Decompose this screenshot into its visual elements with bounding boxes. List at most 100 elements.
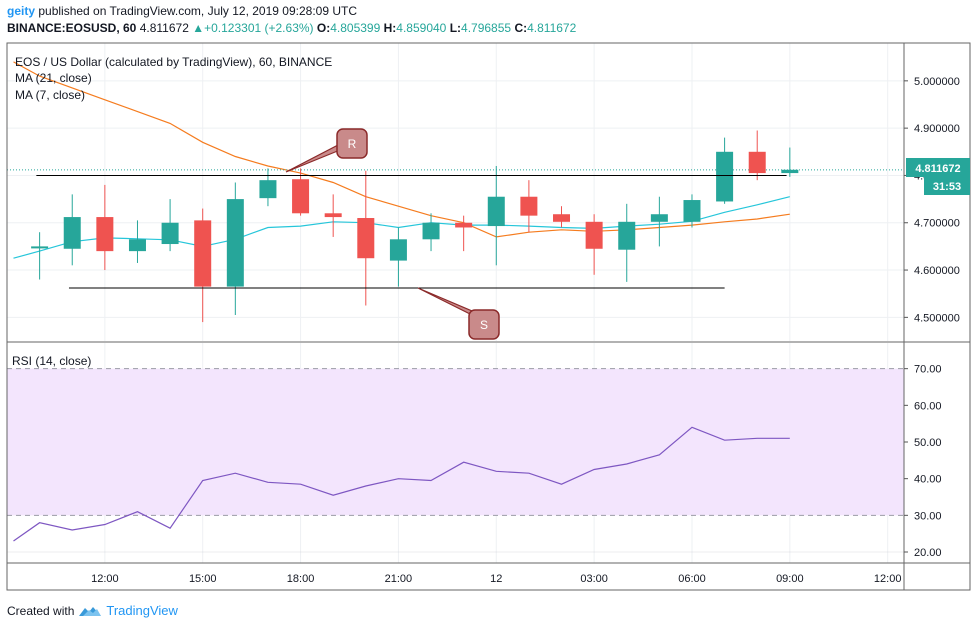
rsi-layer xyxy=(13,426,790,542)
candle-body xyxy=(748,151,766,174)
candle-body xyxy=(324,213,342,218)
candle[interactable] xyxy=(520,180,538,233)
candle[interactable] xyxy=(683,194,701,228)
price-tag-value: 4.811672 xyxy=(915,163,960,175)
candle[interactable] xyxy=(781,147,799,177)
x-tick-label: 21:00 xyxy=(385,573,413,585)
candle[interactable] xyxy=(487,165,505,266)
support-resistance-layer xyxy=(36,143,787,318)
candle[interactable] xyxy=(324,194,342,237)
ma7-legend: MA (7, close) xyxy=(15,88,85,102)
x-tick-label: 12:00 xyxy=(874,573,902,585)
change-value: +0.123301 (+2.63%) xyxy=(204,21,314,35)
candle-body xyxy=(357,218,375,259)
candle-body xyxy=(781,169,799,174)
published-text: published on TradingView.com, July 12, 2… xyxy=(35,4,357,18)
x-tick-label: 12 xyxy=(490,573,502,585)
candle-body xyxy=(259,180,277,199)
candle[interactable] xyxy=(96,184,114,271)
price-tick-label: 4.700000 xyxy=(914,218,960,230)
x-tick-label: 09:00 xyxy=(776,573,804,585)
support-pointer xyxy=(417,287,476,318)
rsi-tick-label: 60.00 xyxy=(914,400,942,412)
up-arrow-icon: ▲ xyxy=(192,21,205,35)
open-value: 4.805399 xyxy=(330,21,381,35)
price-tick-label: 5.000000 xyxy=(914,76,960,88)
footer: Created with TradingView xyxy=(7,603,178,618)
candle-body xyxy=(161,222,179,245)
rsi-tick-label: 70.00 xyxy=(914,364,942,376)
candle[interactable] xyxy=(63,194,81,266)
close-value: 4.811672 xyxy=(527,21,577,35)
candle-body xyxy=(585,221,603,249)
candle[interactable] xyxy=(553,206,571,228)
price-tick-label: 4.600000 xyxy=(914,265,960,277)
ma21-line xyxy=(13,61,790,238)
publish-info: geity published on TradingView.com, July… xyxy=(7,4,357,18)
close-label: C: xyxy=(514,21,528,35)
tradingview-brand[interactable]: TradingView xyxy=(106,603,178,618)
candle[interactable] xyxy=(389,227,407,287)
candle[interactable] xyxy=(226,182,244,315)
candle-body xyxy=(422,222,440,240)
price-tick-label: 4.500000 xyxy=(914,312,960,324)
candle[interactable] xyxy=(422,213,440,252)
candle[interactable] xyxy=(161,199,179,252)
rsi-tick-label: 50.00 xyxy=(914,437,942,449)
rsi-line xyxy=(13,426,790,542)
rsi-tick-label: 30.00 xyxy=(914,510,942,522)
candle[interactable] xyxy=(259,168,277,207)
resistance-label[interactable]: R xyxy=(336,128,368,159)
ma21-layer xyxy=(13,61,790,238)
high-value: 4.859040 xyxy=(396,21,447,35)
resistance-pointer xyxy=(285,143,341,173)
x-tick-label: 03:00 xyxy=(580,573,608,585)
pane-frames xyxy=(6,42,971,591)
candle-body xyxy=(520,196,538,216)
candle[interactable] xyxy=(194,208,212,323)
x-tick-label: 12:00 xyxy=(91,573,119,585)
candle-body xyxy=(716,151,734,202)
created-with-text: Created with xyxy=(7,603,75,618)
candle[interactable] xyxy=(128,220,146,263)
rsi-band-fill xyxy=(7,368,904,516)
candle[interactable] xyxy=(618,203,636,282)
candle[interactable] xyxy=(31,232,49,280)
ma21-legend: MA (21, close) xyxy=(15,71,92,85)
rsi-band xyxy=(7,368,904,516)
rsi-tick-label: 40.00 xyxy=(914,474,942,486)
candle[interactable] xyxy=(357,170,375,306)
candles-layer xyxy=(31,130,799,323)
candle-body xyxy=(683,200,701,222)
author-link[interactable]: geity xyxy=(7,4,36,18)
candle-body xyxy=(31,246,49,249)
candle[interactable] xyxy=(716,137,734,204)
countdown-box xyxy=(924,177,970,195)
ohlc-line: BINANCE:EOSUSD, 60 4.811672 ▲+0.123301 (… xyxy=(7,21,576,35)
countdown-value: 31:53 xyxy=(933,181,961,193)
candle[interactable] xyxy=(650,196,668,247)
low-value: 4.796855 xyxy=(461,21,512,35)
support-label[interactable]: S xyxy=(468,309,500,340)
resistance-label-text: R xyxy=(348,137,357,151)
support-label-text: S xyxy=(480,318,488,332)
x-tick-label: 06:00 xyxy=(678,573,706,585)
price-tag: 4.811672 31:53 xyxy=(906,158,970,195)
candle[interactable] xyxy=(292,168,310,216)
candle-body xyxy=(650,214,668,222)
chart-frame xyxy=(6,42,971,591)
candle-body xyxy=(455,222,473,228)
candle-body xyxy=(487,196,505,227)
candle-body xyxy=(96,217,114,252)
candle[interactable] xyxy=(748,130,766,181)
rsi-tick-label: 20.00 xyxy=(914,547,942,559)
price-tag-box xyxy=(906,158,970,177)
candle[interactable] xyxy=(455,215,473,252)
candle[interactable] xyxy=(585,214,603,275)
price-tick-label: 4.900000 xyxy=(914,123,960,135)
candle-body xyxy=(128,239,146,252)
resistance-label-box[interactable] xyxy=(336,128,368,159)
support-label-box[interactable] xyxy=(468,309,500,340)
candle-body xyxy=(63,217,81,249)
